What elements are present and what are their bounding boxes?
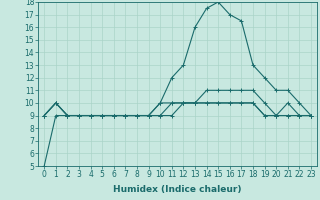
X-axis label: Humidex (Indice chaleur): Humidex (Indice chaleur) (113, 185, 242, 194)
